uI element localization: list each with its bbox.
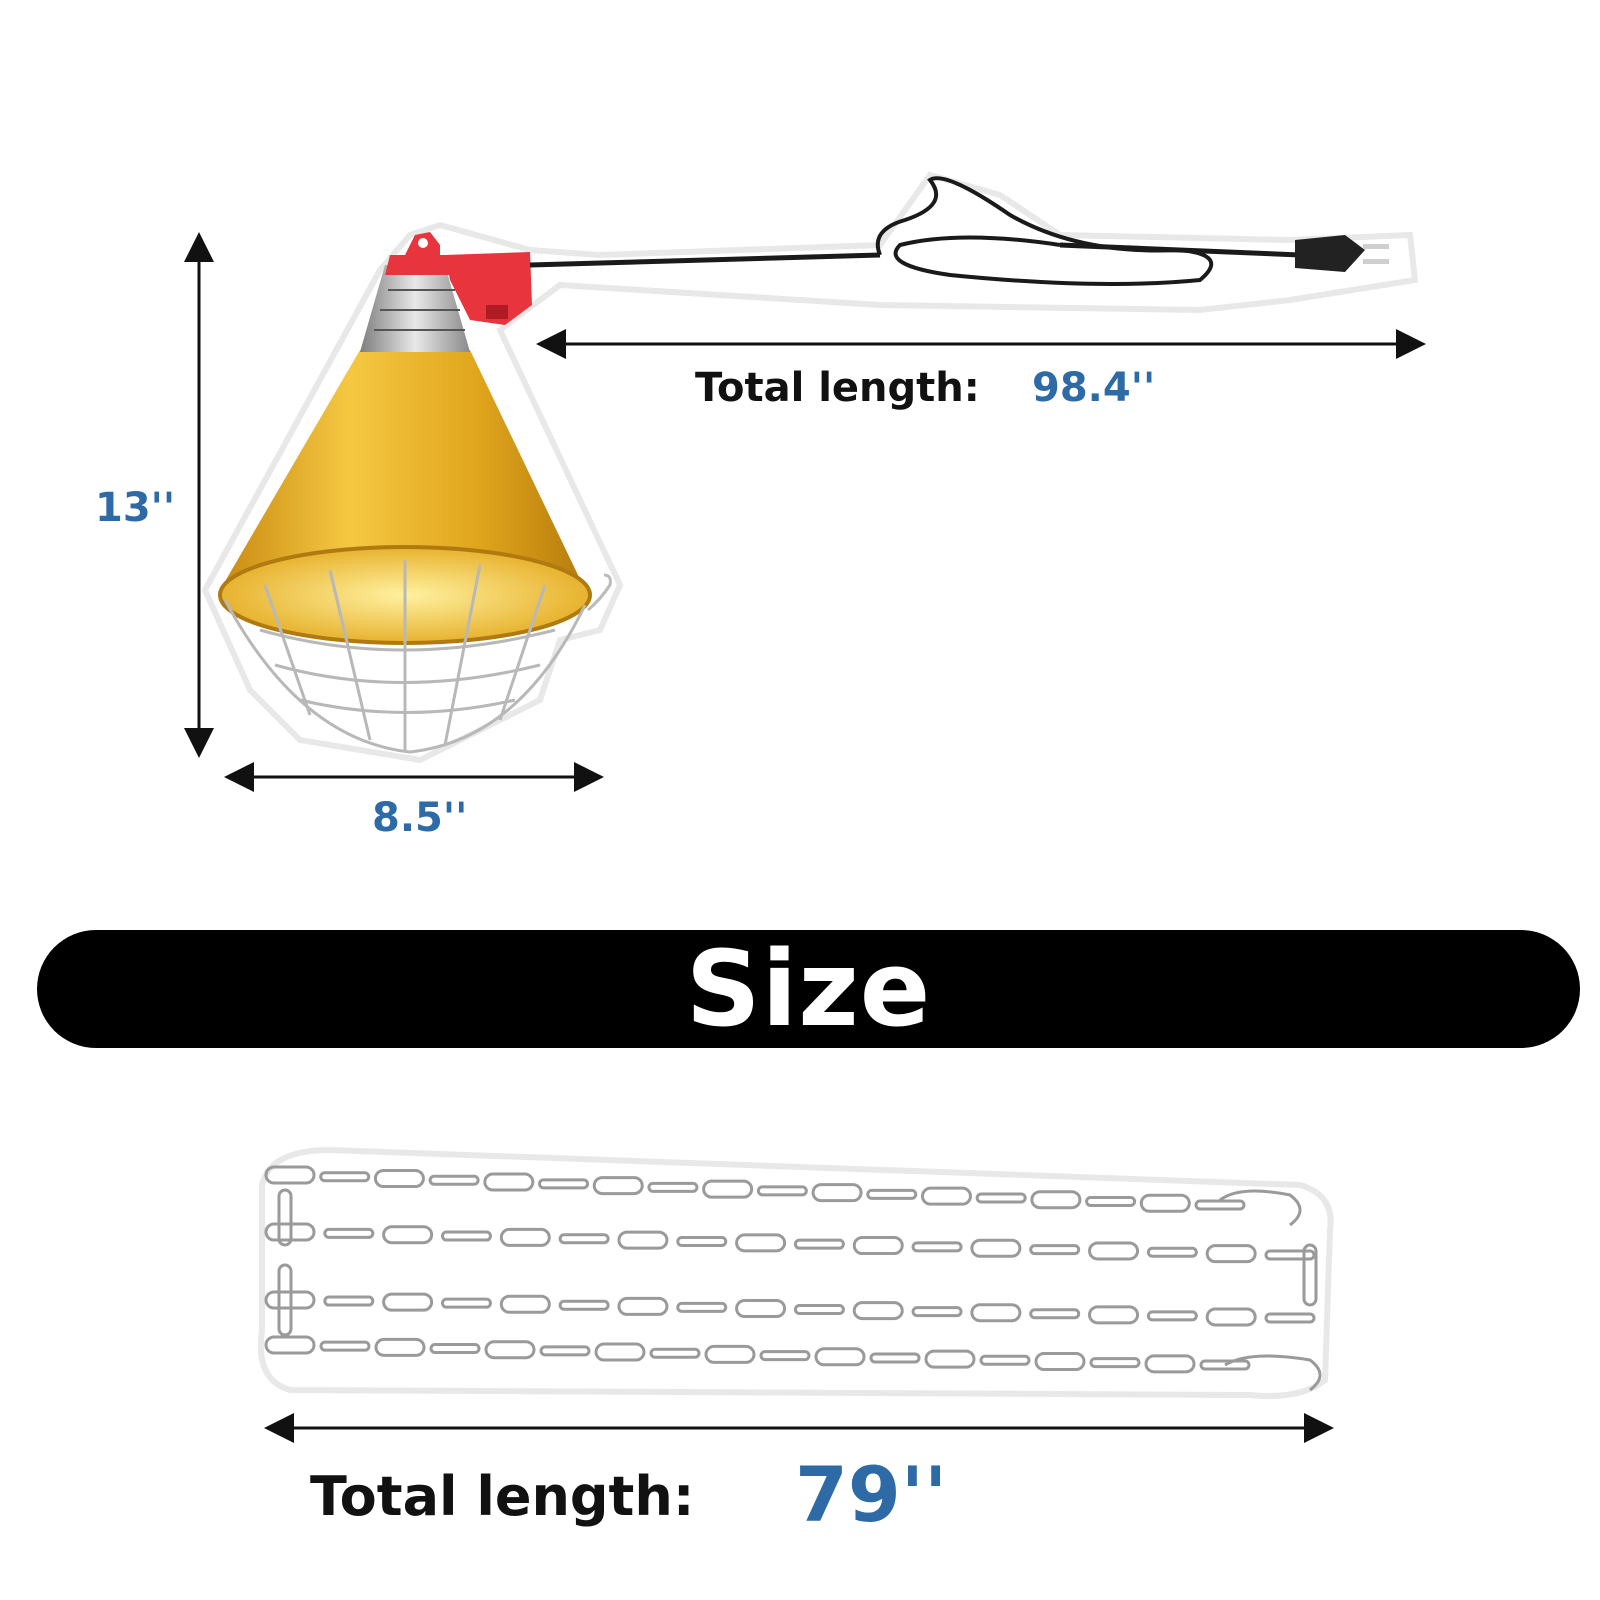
chain-link bbox=[617, 1230, 669, 1250]
chain-link bbox=[1029, 1308, 1081, 1320]
chain-link bbox=[676, 1301, 728, 1313]
chain-length-value: 79'' bbox=[795, 1450, 948, 1539]
chain-link bbox=[1085, 1195, 1137, 1207]
size-banner: Size bbox=[37, 928, 1580, 1050]
chain-link bbox=[538, 1178, 590, 1190]
chain-link bbox=[264, 1335, 316, 1355]
chain-link bbox=[1205, 1307, 1257, 1327]
chain-link bbox=[970, 1238, 1022, 1258]
chain-link bbox=[704, 1344, 756, 1364]
chain-link bbox=[558, 1233, 610, 1245]
chain-link bbox=[647, 1181, 699, 1193]
chain-link bbox=[428, 1174, 480, 1186]
chain-link bbox=[1088, 1241, 1140, 1261]
chain-link bbox=[319, 1171, 371, 1183]
chain-length-label: Total length: bbox=[310, 1465, 695, 1528]
chain-link bbox=[735, 1233, 787, 1253]
chain-link bbox=[756, 1185, 808, 1197]
chain-link bbox=[558, 1299, 610, 1311]
chain-link bbox=[440, 1230, 492, 1242]
chain-link bbox=[852, 1236, 904, 1256]
chain-link bbox=[1264, 1312, 1316, 1324]
chain-link bbox=[1199, 1359, 1251, 1371]
chain-link bbox=[323, 1295, 375, 1307]
chain-link bbox=[319, 1340, 371, 1352]
chain-link bbox=[373, 1169, 425, 1189]
chain-link bbox=[277, 1263, 293, 1337]
chain-link bbox=[484, 1340, 536, 1360]
chain-link bbox=[1030, 1190, 1082, 1210]
chain-link bbox=[264, 1165, 316, 1185]
chain-link bbox=[759, 1350, 811, 1362]
chain-link bbox=[911, 1241, 963, 1253]
chain-link bbox=[592, 1176, 644, 1196]
chain-link bbox=[866, 1188, 918, 1200]
chain-link bbox=[499, 1227, 551, 1247]
chain-link bbox=[382, 1292, 434, 1312]
cord-length-value: 98.4'' bbox=[1032, 365, 1156, 411]
chain-link bbox=[852, 1301, 904, 1321]
chain-link bbox=[1146, 1246, 1198, 1258]
chain-link bbox=[1089, 1357, 1141, 1369]
chain-link bbox=[1205, 1244, 1257, 1264]
chain-link bbox=[911, 1306, 963, 1318]
chain-link bbox=[649, 1347, 701, 1359]
chain-link bbox=[382, 1225, 434, 1245]
chain-link bbox=[499, 1294, 551, 1314]
chain-link bbox=[1029, 1244, 1081, 1256]
lamp-width-label: 8.5'' bbox=[372, 795, 468, 841]
chain-link bbox=[924, 1349, 976, 1369]
chain-link bbox=[702, 1179, 754, 1199]
wire-guard bbox=[223, 560, 587, 754]
chain-link bbox=[735, 1298, 787, 1318]
lamp-height-label: 13'' bbox=[95, 485, 176, 531]
chain-link bbox=[814, 1347, 866, 1367]
chain-link bbox=[617, 1296, 669, 1316]
chain-link bbox=[1302, 1243, 1318, 1307]
chain-link bbox=[539, 1345, 591, 1357]
chain-link bbox=[1034, 1351, 1086, 1371]
chain-link bbox=[1264, 1249, 1316, 1261]
chain-link bbox=[594, 1342, 646, 1362]
chain-link bbox=[323, 1227, 375, 1239]
chain-link bbox=[970, 1303, 1022, 1323]
chain-link bbox=[374, 1337, 426, 1357]
chain-link bbox=[1194, 1199, 1246, 1211]
chain-link bbox=[793, 1304, 845, 1316]
chain-link bbox=[1139, 1193, 1191, 1213]
chain-link bbox=[920, 1186, 972, 1206]
chain-link bbox=[483, 1172, 535, 1192]
chain-link bbox=[1144, 1354, 1196, 1374]
size-banner-title: Size bbox=[685, 928, 932, 1050]
chain-link bbox=[277, 1188, 293, 1247]
chain-link bbox=[1088, 1305, 1140, 1325]
chain-link bbox=[811, 1183, 863, 1203]
chain-link bbox=[1146, 1310, 1198, 1322]
chain-link bbox=[676, 1235, 728, 1247]
chain-link bbox=[793, 1238, 845, 1250]
chain-link bbox=[440, 1297, 492, 1309]
heat-lamp-image bbox=[201, 171, 1419, 764]
chain-link bbox=[429, 1343, 481, 1355]
cord-length-label: Total length: bbox=[695, 365, 980, 411]
chain-image bbox=[257, 1146, 1334, 1399]
chain-link bbox=[975, 1192, 1027, 1204]
chain-link bbox=[979, 1354, 1031, 1366]
chain-link bbox=[869, 1352, 921, 1364]
